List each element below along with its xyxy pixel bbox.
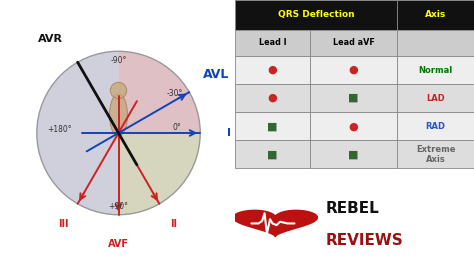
Wedge shape	[37, 51, 118, 215]
Text: AVL: AVL	[203, 68, 229, 81]
Text: III: III	[58, 219, 68, 228]
Text: Normal: Normal	[419, 66, 453, 74]
Bar	[310, 84, 397, 112]
Text: ■: ■	[348, 93, 359, 103]
Wedge shape	[118, 133, 200, 215]
Bar	[235, 0, 397, 30]
Bar	[397, 56, 474, 84]
Bar	[397, 30, 474, 56]
Circle shape	[110, 82, 127, 99]
Bar	[310, 30, 397, 56]
Text: QRS Deflection: QRS Deflection	[278, 10, 355, 19]
Text: REVIEWS: REVIEWS	[326, 233, 403, 248]
Text: Axis: Axis	[425, 10, 447, 19]
Text: ●: ●	[349, 65, 359, 75]
Wedge shape	[118, 51, 200, 133]
Bar	[397, 84, 474, 112]
Bar	[235, 30, 310, 56]
Wedge shape	[118, 51, 200, 215]
Text: +180°: +180°	[47, 125, 72, 134]
Bar	[310, 112, 397, 140]
Bar	[235, 112, 310, 140]
Text: ■: ■	[267, 121, 278, 131]
Bar	[397, 0, 474, 30]
Text: 0°: 0°	[173, 123, 182, 132]
Text: Extreme
Axis: Extreme Axis	[416, 145, 456, 164]
Text: AVR: AVR	[38, 34, 63, 44]
Text: REBEL: REBEL	[326, 201, 379, 216]
Text: -90°: -90°	[110, 56, 127, 65]
Text: Lead I: Lead I	[258, 39, 286, 47]
Text: ●: ●	[349, 121, 359, 131]
Text: ■: ■	[267, 149, 278, 159]
Text: RAD: RAD	[426, 122, 446, 131]
Ellipse shape	[109, 94, 128, 136]
Text: II: II	[171, 219, 178, 228]
Bar	[235, 84, 310, 112]
Text: LAD: LAD	[426, 94, 445, 103]
Bar	[397, 112, 474, 140]
Text: ■: ■	[348, 149, 359, 159]
Text: Lead aVF: Lead aVF	[333, 39, 374, 47]
Bar	[310, 140, 397, 168]
Text: I: I	[227, 128, 231, 138]
Polygon shape	[233, 210, 318, 236]
Text: AVF: AVF	[108, 239, 129, 249]
Text: -30°: -30°	[167, 89, 183, 98]
Bar	[235, 140, 310, 168]
Bar	[397, 140, 474, 168]
Bar	[310, 56, 397, 84]
Text: ●: ●	[267, 65, 277, 75]
Bar	[235, 56, 310, 84]
Text: +90°: +90°	[109, 202, 128, 211]
Text: ●: ●	[267, 93, 277, 103]
